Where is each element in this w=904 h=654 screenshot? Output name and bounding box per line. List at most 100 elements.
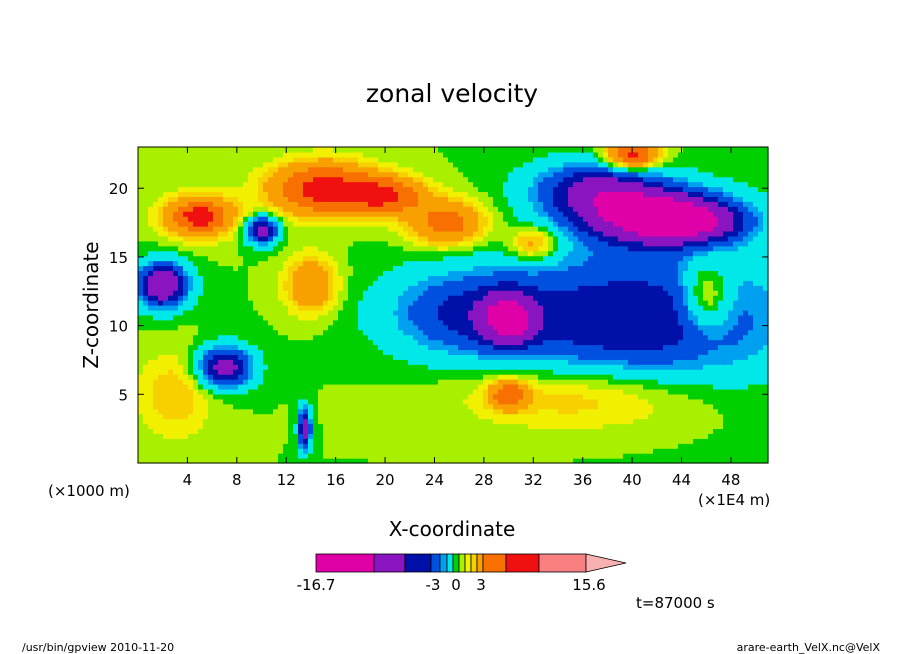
heatmap-cell [248, 319, 254, 326]
heatmap-cell [188, 448, 194, 454]
heatmap-cell [438, 191, 444, 197]
heatmap-cell [478, 349, 484, 355]
heatmap-cell [333, 265, 339, 272]
heatmap-cell [228, 211, 234, 217]
heatmap-cell [213, 393, 219, 400]
heatmap-cell [218, 161, 224, 168]
heatmap-cell [213, 181, 219, 188]
heatmap-cell [278, 403, 284, 410]
heatmap-cell [513, 250, 519, 257]
heatmap-cell [503, 216, 509, 222]
heatmap-cell [503, 230, 509, 237]
heatmap-cell [308, 201, 314, 207]
heatmap-cell [328, 418, 334, 425]
heatmap-cell [168, 230, 174, 237]
heatmap-cell [413, 290, 419, 296]
heatmap-cell [313, 221, 319, 227]
heatmap-cell [313, 453, 319, 459]
heatmap-cell [298, 226, 304, 232]
heatmap-cell [478, 285, 484, 291]
heatmap-cell [448, 191, 454, 197]
heatmap-cell [188, 458, 194, 464]
heatmap-cell [233, 151, 239, 158]
heatmap-cell [173, 388, 179, 395]
heatmap-cell [298, 369, 304, 375]
heatmap-cell [363, 290, 369, 296]
heatmap-cell [368, 191, 374, 197]
heatmap-cell [173, 245, 179, 252]
heatmap-cell [158, 398, 164, 405]
heatmap-cell [498, 393, 504, 400]
heatmap-cell [218, 171, 224, 178]
heatmap-cell [353, 265, 359, 272]
heatmap-cell [218, 186, 224, 193]
heatmap-cell [518, 206, 524, 212]
heatmap-cell [473, 295, 479, 301]
heatmap-cell [358, 191, 364, 197]
heatmap-cell [223, 285, 229, 291]
heatmap-cell [143, 226, 149, 232]
heatmap-cell [473, 250, 479, 257]
heatmap-cell [323, 408, 329, 415]
heatmap-cell [453, 413, 459, 420]
heatmap-cell [493, 230, 499, 237]
heatmap-cell [513, 300, 519, 306]
heatmap-cell [328, 240, 334, 247]
heatmap-cell [173, 265, 179, 272]
heatmap-cell [223, 176, 229, 183]
heatmap-cell [403, 176, 409, 183]
heatmap-cell [448, 334, 454, 341]
heatmap-cell [438, 428, 444, 434]
heatmap-cell [508, 290, 514, 296]
heatmap-cell [188, 255, 194, 262]
heatmap-cell [523, 398, 529, 405]
heatmap-cell [183, 359, 189, 365]
heatmap-cell [363, 265, 369, 272]
heatmap-cell [453, 211, 459, 217]
heatmap-cell [203, 408, 209, 415]
heatmap-cell [278, 305, 284, 311]
heatmap-cell [343, 354, 349, 360]
heatmap-cell [398, 240, 404, 247]
heatmap-cell [513, 339, 519, 346]
heatmap-cell [513, 319, 519, 326]
heatmap-cell [173, 226, 179, 232]
heatmap-cell [173, 398, 179, 405]
heatmap-cell [473, 290, 479, 296]
heatmap-cell [183, 428, 189, 434]
heatmap-cell [423, 388, 429, 395]
heatmap-cell [153, 334, 159, 341]
heatmap-cell [328, 275, 334, 281]
heatmap-cell [213, 265, 219, 272]
heatmap-cell [313, 201, 319, 207]
heatmap-cell [228, 354, 234, 360]
heatmap-cell [493, 339, 499, 346]
heatmap-cell [238, 339, 244, 346]
heatmap-cell [218, 265, 224, 272]
heatmap-cell [383, 413, 389, 420]
heatmap-cell [213, 388, 219, 395]
heatmap-cell [428, 280, 434, 286]
heatmap-cell [163, 433, 169, 439]
heatmap-cell [223, 369, 229, 375]
heatmap-cell [258, 364, 264, 370]
heatmap-cell [468, 176, 474, 183]
heatmap-cell [308, 221, 314, 227]
heatmap-cell [288, 369, 294, 375]
heatmap-cell [433, 255, 439, 262]
heatmap-cell [168, 156, 174, 163]
heatmap-cell [318, 418, 324, 425]
heatmap-cell [143, 364, 149, 370]
heatmap-cell [233, 369, 239, 375]
heatmap-cell [348, 309, 354, 316]
heatmap-cell [518, 309, 524, 316]
heatmap-cell [228, 398, 234, 405]
heatmap-cell [173, 171, 179, 178]
heatmap-cell [148, 324, 154, 331]
heatmap-cell [358, 305, 364, 311]
heatmap-cell [383, 418, 389, 425]
heatmap-cell [388, 319, 394, 326]
heatmap-cell [363, 216, 369, 222]
heatmap-cell [463, 245, 469, 252]
heatmap-cell [378, 161, 384, 168]
